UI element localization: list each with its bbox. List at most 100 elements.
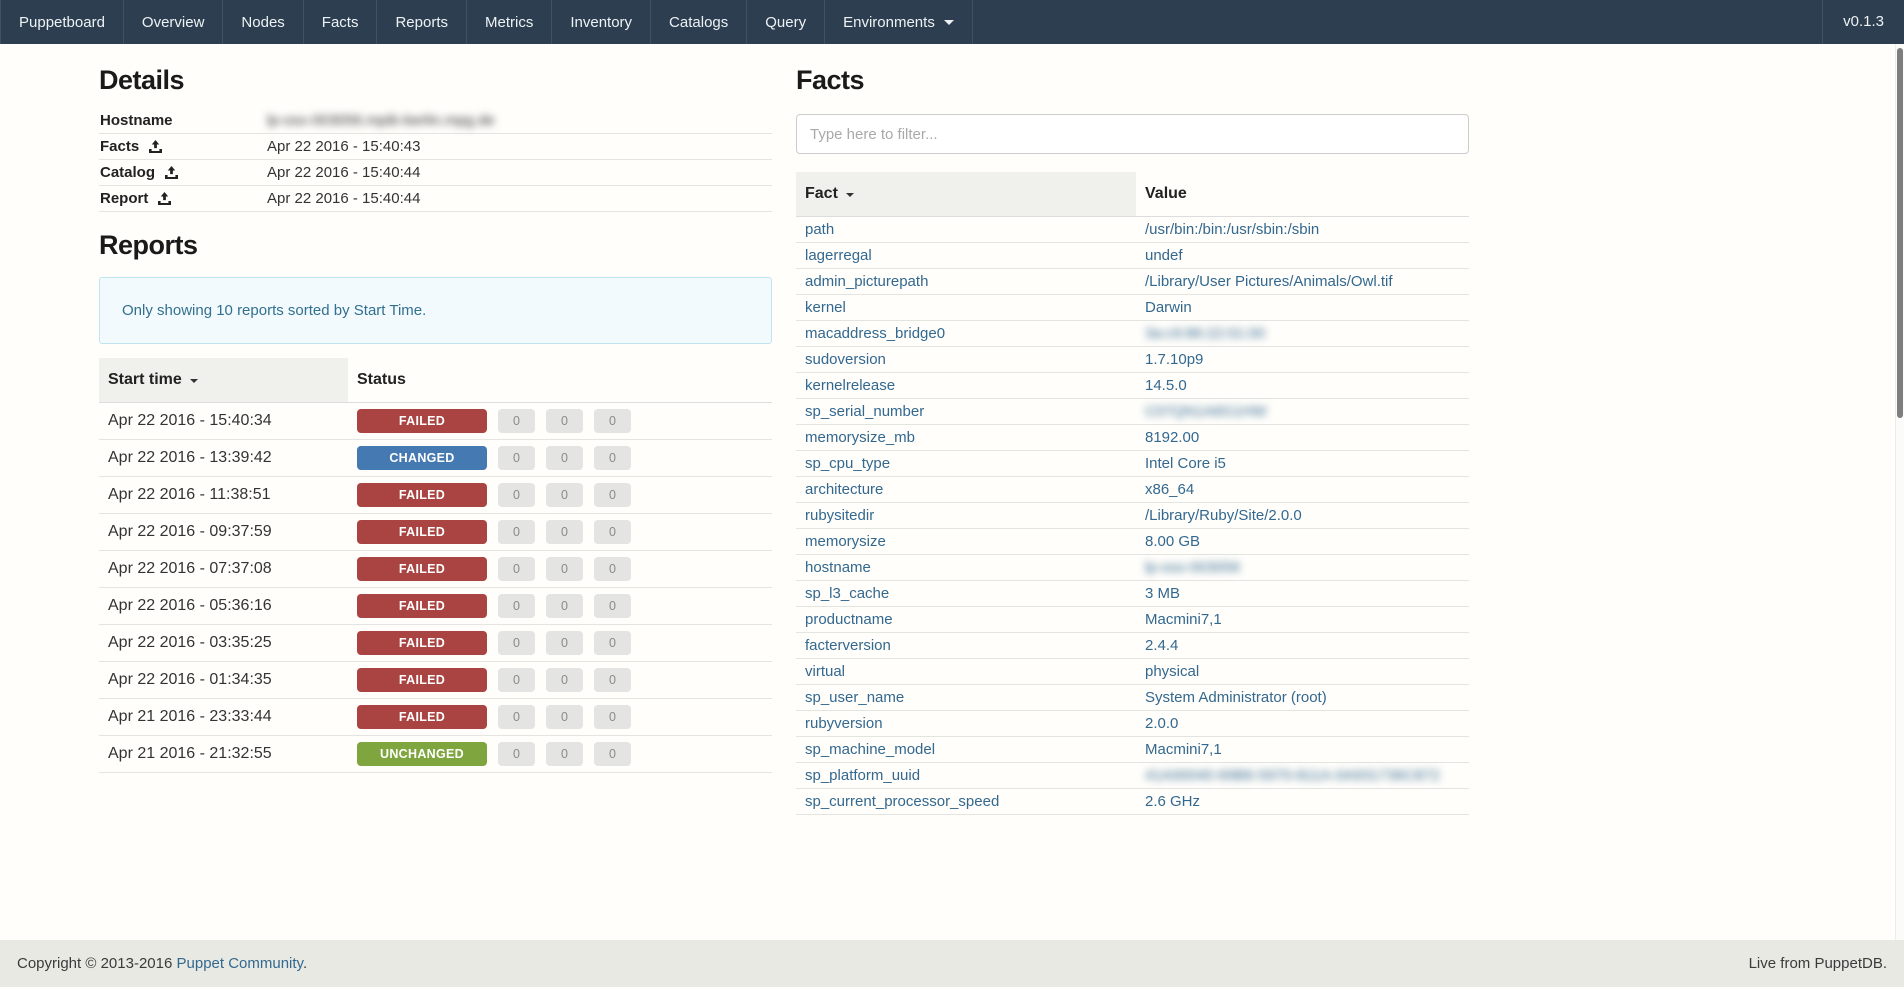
fact-name-link[interactable]: memorysize <box>805 533 886 550</box>
fact-name-link[interactable]: rubyversion <box>805 715 883 732</box>
upload-icon[interactable] <box>149 140 163 153</box>
fact-value-cell: 41A00040-69B6-5970-811A-0A931736C872 <box>1136 762 1469 789</box>
fact-name-link[interactable]: sp_serial_number <box>805 403 925 420</box>
fact-name-cell: rubysitedir <box>796 502 1136 529</box>
nav-item-nodes[interactable]: Nodes <box>223 0 304 44</box>
fact-value-link[interactable]: physical <box>1145 663 1200 680</box>
navbar-brand[interactable]: Puppetboard <box>1 0 124 44</box>
fact-name-link[interactable]: macaddress_bridge0 <box>805 325 946 342</box>
fact-value-link[interactable]: Intel Core i5 <box>1145 455 1226 472</box>
fact-name-link[interactable]: sp_current_processor_speed <box>805 793 1000 810</box>
fact-name-link[interactable]: kernelrelease <box>805 377 896 394</box>
fact-value-cell: Intel Core i5 <box>1136 450 1469 477</box>
fact-name-cell: sudoversion <box>796 346 1136 373</box>
fact-value-link[interactable]: 8.00 GB <box>1145 533 1201 550</box>
upload-icon[interactable] <box>165 166 179 179</box>
fact-value-link[interactable]: 14.5.0 <box>1145 377 1187 394</box>
vertical-scrollbar[interactable] <box>1895 44 1904 940</box>
fact-value-link[interactable]: 3a:c9:86:22:01:00 <box>1145 325 1266 342</box>
report-count-badge: 0 <box>594 483 631 507</box>
fact-name-link[interactable]: sp_l3_cache <box>805 585 890 602</box>
report-count-badge: 0 <box>594 594 631 618</box>
report-count-badge: 0 <box>546 742 583 766</box>
fact-name-link[interactable]: sp_machine_model <box>805 741 936 758</box>
fact-value-link[interactable]: System Administrator (root) <box>1145 689 1327 706</box>
fact-value-link[interactable]: /Library/User Pictures/Animals/Owl.tif <box>1145 273 1393 290</box>
fact-name-cell: hostname <box>796 554 1136 581</box>
nav-item-query[interactable]: Query <box>747 0 826 44</box>
fact-name-link[interactable]: path <box>805 221 835 238</box>
report-count-badge: 0 <box>498 446 535 470</box>
reports-sort-start-time[interactable]: Start time <box>99 358 348 403</box>
fact-name-link[interactable]: sp_user_name <box>805 689 905 706</box>
fact-value-link[interactable]: 3 MB <box>1145 585 1181 602</box>
nav-item-catalogs[interactable]: Catalogs <box>651 0 748 44</box>
fact-value-link[interactable]: /usr/bin:/bin:/usr/sbin:/sbin <box>1145 221 1320 238</box>
report-row: Apr 21 2016 - 23:33:44 FAILED 0 0 0 <box>99 698 772 736</box>
nav-item-facts[interactable]: Facts <box>304 0 378 44</box>
nav-item-overview[interactable]: Overview <box>124 0 224 44</box>
facts-filter-input[interactable] <box>796 114 1469 154</box>
fact-value-link[interactable]: x86_64 <box>1145 481 1195 498</box>
fact-value-link[interactable]: 2.6 GHz <box>1145 793 1201 810</box>
report-status-badge: CHANGED <box>357 446 487 470</box>
fact-name-link[interactable]: virtual <box>805 663 846 680</box>
report-count-badge: 0 <box>546 594 583 618</box>
fact-value-link[interactable]: lp-osx-003056 <box>1145 559 1241 576</box>
fact-name-link[interactable]: hostname <box>805 559 871 576</box>
fact-name-link[interactable]: sp_cpu_type <box>805 455 891 472</box>
fact-value-cell: 14.5.0 <box>1136 372 1469 399</box>
fact-name-cell: virtual <box>796 658 1136 685</box>
report-count-badge: 0 <box>594 705 631 729</box>
details-label-text: Report <box>100 190 149 207</box>
fact-value-link[interactable]: 41A00040-69B6-5970-811A-0A931736C872 <box>1145 767 1440 784</box>
reports-table-body: Apr 22 2016 - 15:40:34 FAILED 0 0 0 Apr 22 20… <box>99 402 772 773</box>
fact-name-link[interactable]: facterversion <box>805 637 891 654</box>
fact-value-cell: undef <box>1136 242 1469 269</box>
fact-value-link[interactable]: 8192.00 <box>1145 429 1200 446</box>
fact-value-link[interactable]: 2.4.4 <box>1145 637 1179 654</box>
left-column: Details Hostname lp-osx-003056.mpib-berli… <box>99 57 772 815</box>
fact-value-link[interactable]: C07QN1A6G1HW <box>1145 403 1267 420</box>
fact-value-link[interactable]: 1.7.10p9 <box>1145 351 1204 368</box>
fact-value-link[interactable]: undef <box>1145 247 1183 264</box>
fact-name-cell: sp_l3_cache <box>796 580 1136 607</box>
fact-value-link[interactable]: /Library/Ruby/Site/2.0.0 <box>1145 507 1302 524</box>
nav-item-inventory[interactable]: Inventory <box>552 0 652 44</box>
fact-name-link[interactable]: lagerregal <box>805 247 872 264</box>
fact-name-cell: kernel <box>796 294 1136 321</box>
upload-icon[interactable] <box>158 192 172 205</box>
fact-value-link[interactable]: Macmini7,1 <box>1145 611 1222 628</box>
fact-name-link[interactable]: admin_picturepath <box>805 273 929 290</box>
fact-name-link[interactable]: architecture <box>805 481 884 498</box>
scrollbar-thumb[interactable] <box>1897 48 1903 418</box>
fact-value-link[interactable]: Darwin <box>1145 299 1192 316</box>
details-label-text: Catalog <box>100 164 156 181</box>
details-row: Hostname lp-osx-003056.mpib-berlin.mpg.de <box>99 108 772 134</box>
report-start-time: Apr 22 2016 - 01:34:35 <box>99 661 348 699</box>
fact-name-link[interactable]: sudoversion <box>805 351 886 368</box>
fact-name-link[interactable]: kernel <box>805 299 846 316</box>
fact-value-cell: /Library/User Pictures/Animals/Owl.tif <box>1136 268 1469 295</box>
facts-sort-fact[interactable]: Fact <box>796 172 1136 217</box>
fact-name-link[interactable]: rubysitedir <box>805 507 875 524</box>
report-count-badge: 0 <box>594 520 631 544</box>
fact-name-link[interactable]: sp_platform_uuid <box>805 767 921 784</box>
puppet-community-link[interactable]: Puppet Community <box>176 955 303 972</box>
nav-dropdown-environments[interactable]: Environments <box>825 0 973 44</box>
report-start-time: Apr 22 2016 - 03:35:25 <box>99 624 348 662</box>
facts-table-body: path/usr/bin:/bin:/usr/sbin:/sbin lagerre… <box>796 216 1469 815</box>
facts-col-value: Value <box>1136 172 1469 217</box>
fact-value-link[interactable]: 2.0.0 <box>1145 715 1179 732</box>
fact-name-link[interactable]: memorysize_mb <box>805 429 916 446</box>
report-start-time: Apr 21 2016 - 21:32:55 <box>99 735 348 773</box>
nav-item-reports[interactable]: Reports <box>377 0 467 44</box>
fact-value-link[interactable]: Macmini7,1 <box>1145 741 1222 758</box>
fact-name-cell: sp_cpu_type <box>796 450 1136 477</box>
report-count-badge: 0 <box>594 557 631 581</box>
nav-dropdown-environments-label: Environments <box>843 13 935 31</box>
nav-item-metrics[interactable]: Metrics <box>467 0 553 44</box>
fact-name-cell: path <box>796 216 1136 243</box>
fact-name-link[interactable]: productname <box>805 611 893 628</box>
fact-row: sp_platform_uuid 41A00040-69B6-5970-811A-… <box>796 762 1469 789</box>
